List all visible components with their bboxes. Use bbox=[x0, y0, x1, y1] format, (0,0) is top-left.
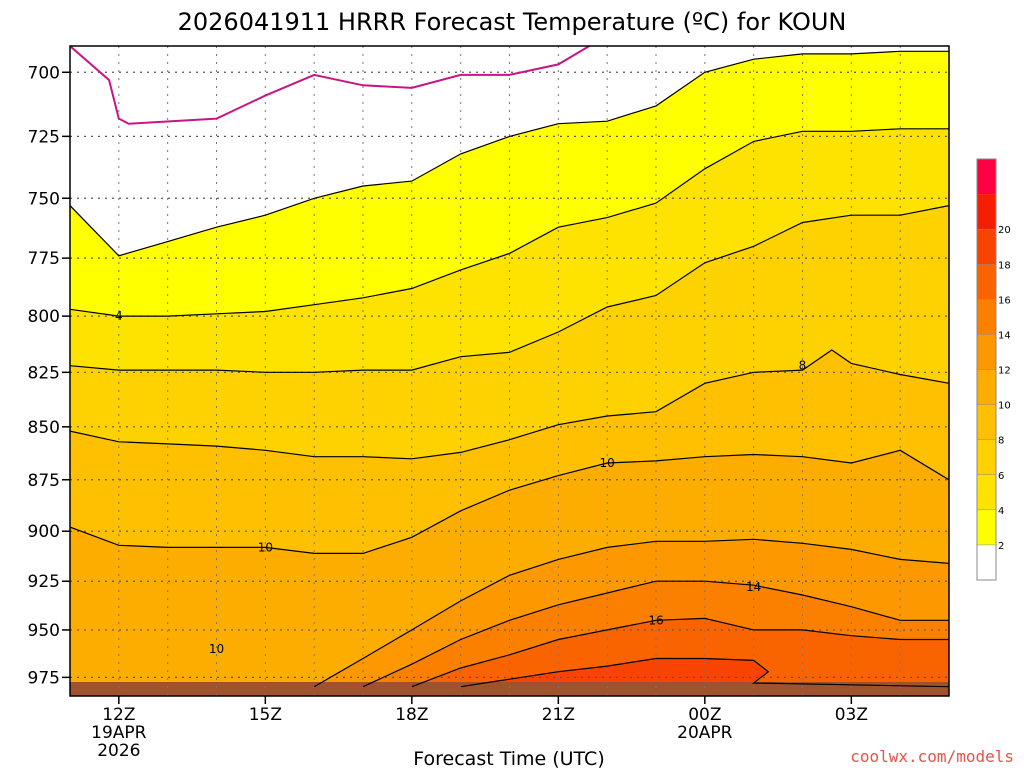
y-tick-label-725: 725 bbox=[28, 127, 60, 147]
y-tick-label-700: 700 bbox=[28, 63, 60, 83]
colorbar-swatch-9 bbox=[977, 229, 996, 265]
colorbar-swatch-10 bbox=[977, 194, 996, 230]
credit-text: coolwx.com/models bbox=[850, 747, 1014, 766]
y-tick-label-900: 900 bbox=[28, 522, 60, 542]
colorbar-label-12: 12 bbox=[998, 366, 1011, 377]
isotherm-2 bbox=[70, 50, 949, 257]
contour-label-2: 10 bbox=[600, 456, 615, 470]
colorbar-swatch-11 bbox=[977, 159, 996, 195]
colorbar-label-2: 2 bbox=[998, 541, 1004, 552]
colorbar-swatch-6 bbox=[977, 334, 996, 370]
colorbar-swatch-3 bbox=[977, 439, 996, 475]
colorbar-label-14: 14 bbox=[998, 330, 1011, 341]
contour-label-1: 8 bbox=[799, 359, 807, 373]
y-tick-label-850: 850 bbox=[28, 418, 60, 438]
y-tick-label-925: 925 bbox=[28, 572, 60, 592]
isotherm-16 bbox=[411, 617, 949, 688]
x-tick-label-03Z: 03Z bbox=[835, 705, 868, 725]
plot-area: 4 8 10 10 14 16 10 bbox=[70, 46, 949, 696]
x-tick-label-12Z: 12Z bbox=[102, 705, 135, 725]
colorbar-label-20: 20 bbox=[998, 225, 1011, 236]
chart-title: 2026041911 HRRR Forecast Temperature (ºC… bbox=[178, 8, 847, 36]
isotherm-18 bbox=[460, 657, 949, 688]
colorbar-swatch-2 bbox=[977, 474, 996, 510]
colorbar-swatch-4 bbox=[977, 404, 996, 440]
x-tick-label-00Z: 00Z bbox=[688, 705, 721, 725]
contour-label-3: 10 bbox=[258, 540, 273, 554]
x-tick-sublabel-12Z-1: 2026 bbox=[97, 741, 140, 761]
x-tick-label-21Z: 21Z bbox=[542, 705, 575, 725]
y-axis: 700 725 750 775 800 825 850 875 900 925 950 975 bbox=[28, 63, 70, 688]
x-tick-sublabel-12Z-0: 19APR bbox=[91, 723, 147, 743]
isotherm-12 bbox=[313, 538, 949, 688]
colorbar-label-10: 10 bbox=[998, 401, 1011, 412]
colorbar-label-16: 16 bbox=[998, 295, 1011, 306]
contour-label-0: 4 bbox=[115, 309, 123, 323]
contour-label-6: 10 bbox=[209, 642, 224, 656]
colorbar: 2 4 6 8 10 12 14 16 18 20 bbox=[976, 158, 1011, 581]
y-tick-label-775: 775 bbox=[28, 249, 60, 269]
y-tick-label-875: 875 bbox=[28, 471, 60, 491]
ground-surface bbox=[70, 682, 949, 696]
y-tick-label-800: 800 bbox=[28, 307, 60, 327]
isotherm-0 bbox=[70, 46, 592, 125]
isotherm-lines bbox=[70, 50, 949, 688]
isotherm-14 bbox=[362, 580, 949, 688]
contour-label-5: 16 bbox=[648, 613, 663, 627]
colorbar-label-18: 18 bbox=[998, 260, 1011, 271]
colorbar-swatch-5 bbox=[977, 369, 996, 405]
temperature-fill-bands bbox=[70, 46, 949, 696]
y-tick-label-975: 975 bbox=[28, 668, 60, 688]
isotherm-4 bbox=[70, 128, 949, 317]
isotherm-8 bbox=[70, 349, 949, 460]
colorbar-label-6: 6 bbox=[998, 471, 1004, 482]
contour-labels: 4 8 10 10 14 16 10 bbox=[115, 309, 806, 656]
x-tick-sublabel-00Z-0: 20APR bbox=[677, 723, 733, 743]
isotherm-6 bbox=[70, 205, 949, 373]
y-tick-label-950: 950 bbox=[28, 621, 60, 641]
y-tick-label-825: 825 bbox=[28, 363, 60, 383]
colorbar-swatch-7 bbox=[977, 299, 996, 335]
x-tick-label-18Z: 18Z bbox=[395, 705, 428, 725]
x-tick-label-15Z: 15Z bbox=[249, 705, 282, 725]
colorbar-swatch-0 bbox=[977, 544, 996, 580]
colorbar-label-4: 4 bbox=[998, 506, 1004, 517]
contour-label-4: 14 bbox=[746, 580, 761, 594]
plot-frame bbox=[69, 45, 950, 697]
x-axis-label: Forecast Time (UTC) bbox=[413, 748, 604, 768]
ground-rect bbox=[70, 682, 949, 696]
colorbar-label-8: 8 bbox=[998, 436, 1004, 447]
zero-isotherm-line bbox=[70, 46, 592, 125]
isotherm-10 bbox=[70, 449, 949, 554]
y-tick-label-750: 750 bbox=[28, 189, 60, 209]
colorbar-swatch-8 bbox=[977, 264, 996, 300]
colorbar-swatch-1 bbox=[977, 509, 996, 545]
